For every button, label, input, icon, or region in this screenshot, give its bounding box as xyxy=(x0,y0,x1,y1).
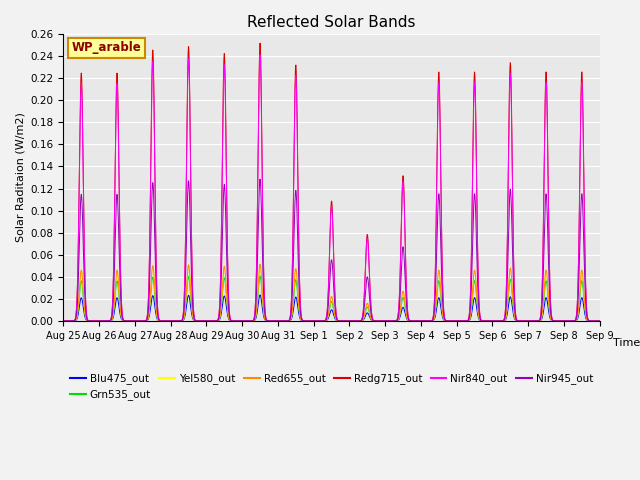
Redg715_out xyxy=(256,40,264,46)
Nir840_out xyxy=(547,293,554,299)
Grn535_out xyxy=(547,314,554,320)
Nir945_out xyxy=(544,229,552,235)
Nir945_out xyxy=(60,318,67,324)
Line: Blu475_out: Blu475_out xyxy=(63,295,600,321)
Blu475_out xyxy=(124,318,131,324)
Red655_out xyxy=(544,283,552,288)
Grn535_out xyxy=(596,318,604,324)
Grn535_out xyxy=(544,290,552,296)
Y-axis label: Solar Raditaion (W/m2): Solar Raditaion (W/m2) xyxy=(15,112,25,242)
Red655_out xyxy=(60,318,67,324)
Nir945_out xyxy=(396,309,403,314)
Grn535_out xyxy=(124,318,131,324)
Blu475_out xyxy=(544,302,552,308)
Legend: Blu475_out, Grn535_out, Yel580_out, Red655_out, Redg715_out, Nir840_out, Nir945_: Blu475_out, Grn535_out, Yel580_out, Red6… xyxy=(66,369,597,405)
Blu475_out xyxy=(265,318,273,324)
Blu475_out xyxy=(256,292,264,298)
Nir840_out xyxy=(124,318,131,324)
Redg715_out xyxy=(596,318,604,324)
Line: Nir945_out: Nir945_out xyxy=(63,179,600,321)
Yel580_out xyxy=(596,318,604,324)
Grn535_out xyxy=(396,315,403,321)
Text: WP_arable: WP_arable xyxy=(72,41,141,54)
Blu475_out xyxy=(596,318,604,324)
Red655_out xyxy=(547,313,554,319)
Nir840_out xyxy=(568,318,575,324)
Red655_out xyxy=(256,262,264,267)
Line: Red655_out: Red655_out xyxy=(63,264,600,321)
Red655_out xyxy=(568,318,575,324)
Nir840_out xyxy=(544,151,552,157)
Grn535_out xyxy=(60,318,67,324)
Redg715_out xyxy=(568,318,575,324)
Red655_out xyxy=(596,318,604,324)
Nir945_out xyxy=(265,318,273,324)
Grn535_out xyxy=(256,273,264,279)
Nir840_out xyxy=(256,52,264,58)
Blu475_out xyxy=(396,316,403,322)
X-axis label: Time: Time xyxy=(613,338,640,348)
Redg715_out xyxy=(544,144,552,150)
Grn535_out xyxy=(265,318,273,324)
Nir945_out xyxy=(124,318,131,324)
Line: Grn535_out: Grn535_out xyxy=(63,276,600,321)
Line: Yel580_out: Yel580_out xyxy=(63,264,600,321)
Line: Redg715_out: Redg715_out xyxy=(63,43,600,321)
Nir840_out xyxy=(265,318,273,324)
Nir945_out xyxy=(547,305,554,311)
Grn535_out xyxy=(568,318,575,324)
Nir840_out xyxy=(596,318,604,324)
Nir840_out xyxy=(396,300,403,306)
Redg715_out xyxy=(124,318,131,324)
Yel580_out xyxy=(60,318,67,324)
Yel580_out xyxy=(396,314,403,320)
Red655_out xyxy=(396,314,403,320)
Nir945_out xyxy=(256,176,264,182)
Red655_out xyxy=(124,318,131,324)
Nir945_out xyxy=(568,318,575,324)
Yel580_out xyxy=(265,318,273,324)
Redg715_out xyxy=(547,292,554,298)
Nir945_out xyxy=(596,318,604,324)
Yel580_out xyxy=(124,318,131,324)
Redg715_out xyxy=(60,318,67,324)
Yel580_out xyxy=(568,318,575,324)
Nir840_out xyxy=(60,318,67,324)
Yel580_out xyxy=(547,313,554,319)
Redg715_out xyxy=(265,318,273,324)
Yel580_out xyxy=(256,262,264,267)
Redg715_out xyxy=(396,300,403,305)
Blu475_out xyxy=(547,316,554,322)
Blu475_out xyxy=(568,318,575,324)
Title: Reflected Solar Bands: Reflected Solar Bands xyxy=(247,15,416,30)
Yel580_out xyxy=(544,283,552,288)
Line: Nir840_out: Nir840_out xyxy=(63,55,600,321)
Blu475_out xyxy=(60,318,67,324)
Red655_out xyxy=(265,318,273,324)
